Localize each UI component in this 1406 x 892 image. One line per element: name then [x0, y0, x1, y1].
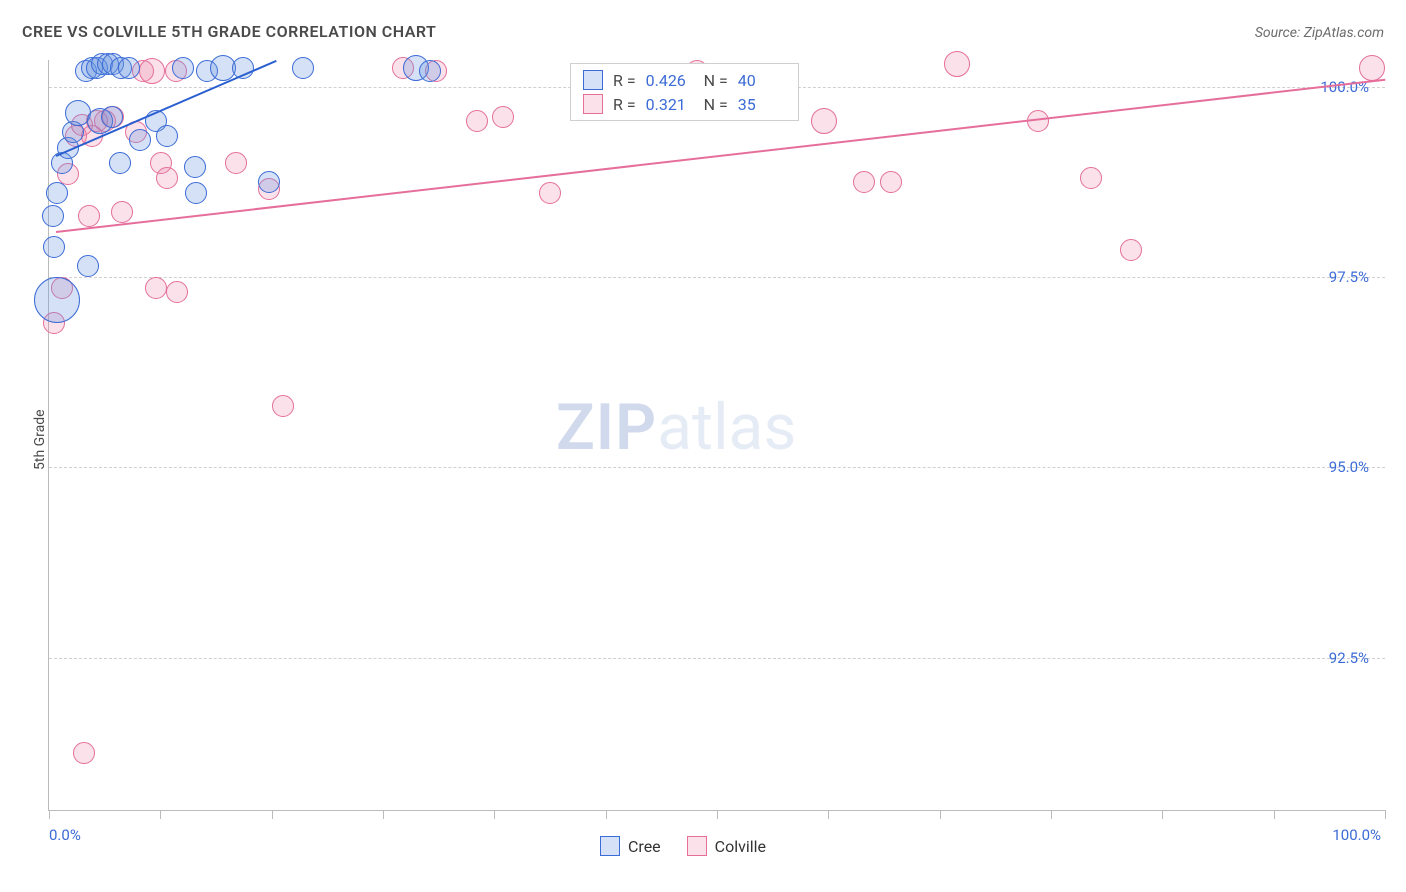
stat-r-value: 0.321 [646, 95, 694, 114]
stat-r-label: R = [613, 95, 636, 114]
stat-r-label: R = [613, 71, 636, 90]
x-tick [1385, 810, 1386, 819]
x-right-label: 100.0% [1332, 826, 1381, 844]
stats-legend-box: R = 0.426 N = 40 R = 0.321 N = 35 [570, 63, 799, 121]
x-tick [1274, 810, 1275, 819]
x-tick [1162, 810, 1163, 819]
x-tick [940, 810, 941, 819]
stat-n-label: N = [704, 71, 728, 90]
x-tick [1051, 810, 1052, 819]
legend-label: Colville [715, 837, 766, 856]
legend-item: Colville [687, 836, 766, 856]
chart-header: CREE VS COLVILLE 5TH GRADE CORRELATION C… [22, 22, 1384, 41]
stat-n-label: N = [704, 95, 728, 114]
x-tick [49, 810, 50, 819]
legend-swatch [687, 836, 707, 856]
stat-n-value: 35 [738, 95, 786, 114]
stat-n-value: 40 [738, 71, 786, 90]
x-left-label: 0.0% [49, 826, 81, 844]
x-tick [160, 810, 161, 819]
y-axis-label: 5th Grade [32, 409, 48, 470]
plot-area: 92.5%95.0%97.5%100.0%0.0%100.0%ZIPatlas [48, 60, 1385, 811]
stats-row: R = 0.426 N = 40 [571, 68, 798, 92]
x-tick [828, 810, 829, 819]
chart-title: CREE VS COLVILLE 5TH GRADE CORRELATION C… [22, 22, 436, 41]
x-tick [494, 810, 495, 819]
legend-label: Cree [628, 837, 661, 856]
x-tick [272, 810, 273, 819]
legend-item: Cree [600, 836, 661, 856]
x-tick [717, 810, 718, 819]
legend-swatch [583, 94, 603, 114]
stat-r-value: 0.426 [646, 71, 694, 90]
x-tick [606, 810, 607, 819]
series-legend: Cree Colville [600, 836, 766, 856]
legend-swatch [583, 70, 603, 90]
stats-row: R = 0.321 N = 35 [571, 92, 798, 116]
chart-source: Source: ZipAtlas.com [1255, 25, 1384, 41]
x-tick [383, 810, 384, 819]
trend-line [55, 60, 276, 157]
legend-swatch [600, 836, 620, 856]
